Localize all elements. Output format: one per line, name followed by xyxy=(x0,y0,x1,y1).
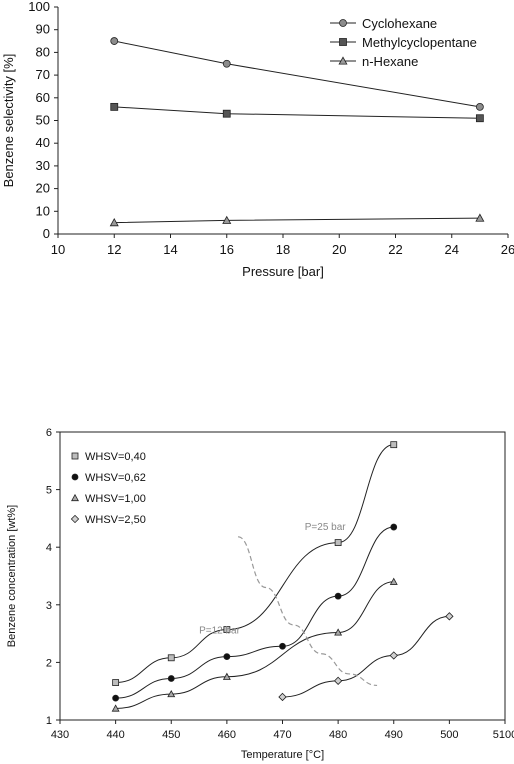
annotation-label: P=12 bar xyxy=(199,626,241,637)
data-point xyxy=(334,592,342,600)
data-point xyxy=(222,215,232,224)
legend-marker xyxy=(338,56,348,65)
data-point xyxy=(112,694,120,702)
data-point xyxy=(222,59,231,68)
data-point xyxy=(167,689,176,698)
y-tick-label: 100 xyxy=(28,0,50,14)
y-tick-label: 60 xyxy=(36,90,50,105)
x-tick-label: 12 xyxy=(107,242,121,257)
data-point xyxy=(390,441,398,449)
data-point xyxy=(475,114,484,123)
legend-label: Methylcyclopentane xyxy=(362,35,477,50)
data-point xyxy=(278,692,287,702)
fit-curve xyxy=(115,581,394,709)
y-axis-label: Benzene selectivity [%] xyxy=(1,54,16,188)
legend-label: WHSV=0,40 xyxy=(85,451,146,463)
x-tick-label: 470 xyxy=(273,729,291,741)
fit-curve xyxy=(282,615,450,698)
data-point xyxy=(167,654,175,662)
x-tick-label: 18 xyxy=(276,242,290,257)
x-tick-label: 440 xyxy=(106,729,124,741)
data-point xyxy=(389,651,398,660)
data-point xyxy=(333,676,343,685)
series-whsv-0-62 xyxy=(112,523,398,702)
legend-label: Cyclohexane xyxy=(362,16,437,31)
series-whsv-2-50 xyxy=(278,612,454,702)
legend-marker xyxy=(71,473,79,481)
series-cyclohexane xyxy=(110,37,484,111)
legend-marker xyxy=(70,514,80,524)
x-tick-label: 22 xyxy=(388,242,402,257)
data-point xyxy=(110,37,119,45)
x-tick-label: 490 xyxy=(385,729,403,741)
x-axis-label: Temperature [°C] xyxy=(241,749,324,761)
x-tick-label: 14 xyxy=(163,242,177,257)
data-point xyxy=(111,704,120,712)
y-tick-label: 50 xyxy=(36,113,50,128)
legend-marker xyxy=(339,38,347,46)
x-tick-label: 20 xyxy=(332,242,346,257)
x-tick-label: 16 xyxy=(220,242,234,257)
y-tick-label: 10 xyxy=(36,203,50,218)
data-point xyxy=(112,679,120,686)
x-tick-label: 26 xyxy=(501,242,514,257)
y-tick-label: 30 xyxy=(36,158,50,173)
legend-label: WHSV=2,50 xyxy=(85,514,146,526)
data-point xyxy=(390,523,398,531)
x-tick-label: 450 xyxy=(162,729,180,741)
y-tick-label: 0 xyxy=(43,226,50,241)
y-tick-label: 40 xyxy=(36,135,50,150)
legend-label: n-Hexane xyxy=(362,54,418,69)
x-tick-label: 24 xyxy=(445,242,459,257)
y-tick-label: 2 xyxy=(46,657,52,669)
x-tick-label: 430 xyxy=(51,729,69,741)
y-tick-label: 5 xyxy=(46,485,52,497)
data-point xyxy=(475,102,484,111)
data-point xyxy=(475,213,485,222)
y-tick-label: 70 xyxy=(36,67,50,82)
x-axis-label: Pressure [bar] xyxy=(242,264,324,279)
pressure-boundary-line xyxy=(237,536,378,687)
y-tick-label: 80 xyxy=(36,44,50,59)
x-tick-label: 480 xyxy=(329,729,347,741)
legend-marker xyxy=(71,452,79,460)
x-tick-label: 10 xyxy=(51,242,65,257)
data-point xyxy=(222,672,231,680)
series-methylcyclopentane xyxy=(110,102,484,123)
data-point xyxy=(223,653,231,661)
data-point xyxy=(445,612,454,621)
data-point xyxy=(167,675,175,682)
data-point xyxy=(222,109,231,118)
y-tick-label: 3 xyxy=(46,600,52,612)
data-point xyxy=(334,539,342,546)
y-axis-label: Benzene concentration [wt%] xyxy=(6,505,18,647)
y-tick-label: 4 xyxy=(46,542,52,554)
data-point xyxy=(110,102,119,111)
x-tick-label: 5100 xyxy=(493,729,514,741)
x-tick-label: 500 xyxy=(440,729,458,741)
legend-marker xyxy=(71,493,79,502)
data-point xyxy=(279,642,286,650)
data-point xyxy=(223,626,231,633)
data-point xyxy=(389,577,398,585)
legend-label: WHSV=0,62 xyxy=(85,472,146,484)
y-tick-label: 1 xyxy=(46,715,52,727)
data-point xyxy=(109,217,119,227)
legend-label: WHSV=1,00 xyxy=(85,493,146,505)
series-whsv-0-40 xyxy=(112,441,398,686)
series-n-hexane xyxy=(109,213,485,227)
data-point xyxy=(334,628,343,636)
annotation-label: P=25 bar xyxy=(305,522,347,533)
x-tick-label: 460 xyxy=(218,729,236,741)
fit-curve xyxy=(115,444,394,684)
y-tick-label: 90 xyxy=(36,22,50,37)
legend-marker xyxy=(339,19,347,27)
y-tick-label: 6 xyxy=(46,427,52,439)
series-whsv-1-00 xyxy=(111,577,398,712)
y-tick-label: 20 xyxy=(36,181,50,196)
